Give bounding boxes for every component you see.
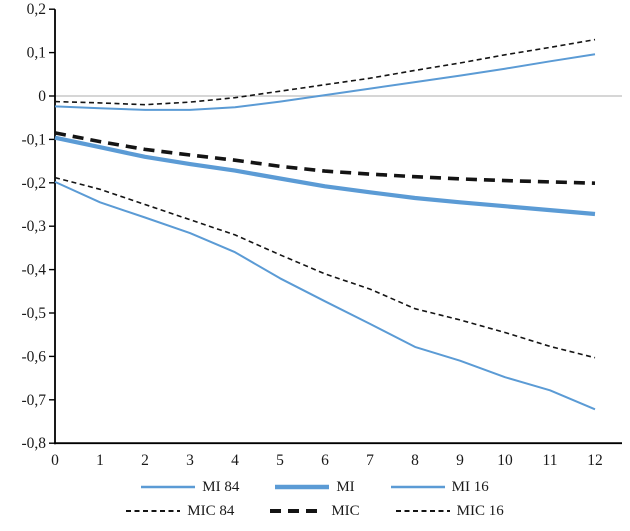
x-tick-label: 4 [231, 452, 239, 469]
x-tick-label: 0 [51, 452, 59, 469]
legend-item-mi-84: MI 84 [141, 479, 239, 496]
x-tick-label: 2 [141, 452, 149, 469]
series-line-mi [54, 135, 596, 217]
line-chart: 0,2 0,1 0 -0,1 -0,2 -0,3 -0,4 -0,5 -0,6 -0,7 -0,8 0… [21, 1, 622, 469]
y-tick-label: -0,7 [21, 392, 46, 409]
y-tick-label: 0,2 [27, 1, 46, 18]
legend-line-sample [141, 485, 196, 489]
x-tick-label: 9 [456, 452, 464, 469]
legend-item-mic-84: MIC 84 [126, 503, 234, 520]
legend-item-mic-16: MIC 16 [395, 502, 504, 520]
x-tick-label: 12 [587, 452, 603, 469]
legend-line-sample [395, 509, 450, 513]
x-tick-label: 1 [96, 452, 104, 469]
legend-line-sample [270, 508, 325, 514]
legend-item-mi: MI [275, 478, 355, 496]
legend-line-sample [390, 485, 445, 489]
x-tick-label: 8 [411, 452, 419, 469]
y-tick-label: -0,8 [21, 435, 46, 452]
y-tick-label: 0,1 [27, 45, 46, 62]
y-tick-label: -0,3 [21, 218, 46, 235]
series-line-mi-84 [54, 53, 596, 111]
series-line-mi-16 [54, 180, 596, 411]
series-line-mic-84 [54, 38, 596, 106]
legend-item-mi-16: MI 16 [390, 478, 489, 496]
chart-legend: MI 84 MI MI 16 MIC 84 MIC MIC 16 [0, 475, 630, 523]
x-tick-label: 6 [321, 452, 329, 469]
series-line-mic [54, 131, 596, 185]
series-line-mic-16 [54, 176, 596, 359]
legend-row: MIC 84 MIC MIC 16 [0, 499, 630, 523]
x-tick-label: 10 [497, 452, 513, 469]
legend-row: MI 84 MI MI 16 [0, 475, 630, 499]
y-tick-label: -0,1 [21, 131, 46, 148]
y-tick-label: -0,4 [21, 262, 46, 279]
legend-label: MIC 84 [187, 502, 235, 519]
x-tick-label: 3 [186, 452, 194, 469]
legend-label: MIC [331, 502, 360, 519]
y-tick-label: 0 [38, 88, 46, 105]
legend-line-sample [275, 484, 330, 490]
legend-label: MI 16 [451, 478, 489, 495]
y-tick-label: -0,5 [21, 305, 46, 322]
legend-label: MI [336, 478, 355, 495]
x-tick-label: 11 [543, 452, 558, 469]
legend-item-mic: MIC [270, 502, 360, 520]
legend-line-sample [126, 509, 181, 513]
x-tick-label: 5 [276, 452, 284, 469]
y-tick-label: -0,2 [21, 175, 46, 192]
x-tick-label: 7 [366, 452, 374, 469]
legend-label: MIC 16 [456, 502, 504, 519]
y-tick-label: -0,6 [21, 348, 46, 365]
legend-label: MI 84 [202, 478, 240, 495]
